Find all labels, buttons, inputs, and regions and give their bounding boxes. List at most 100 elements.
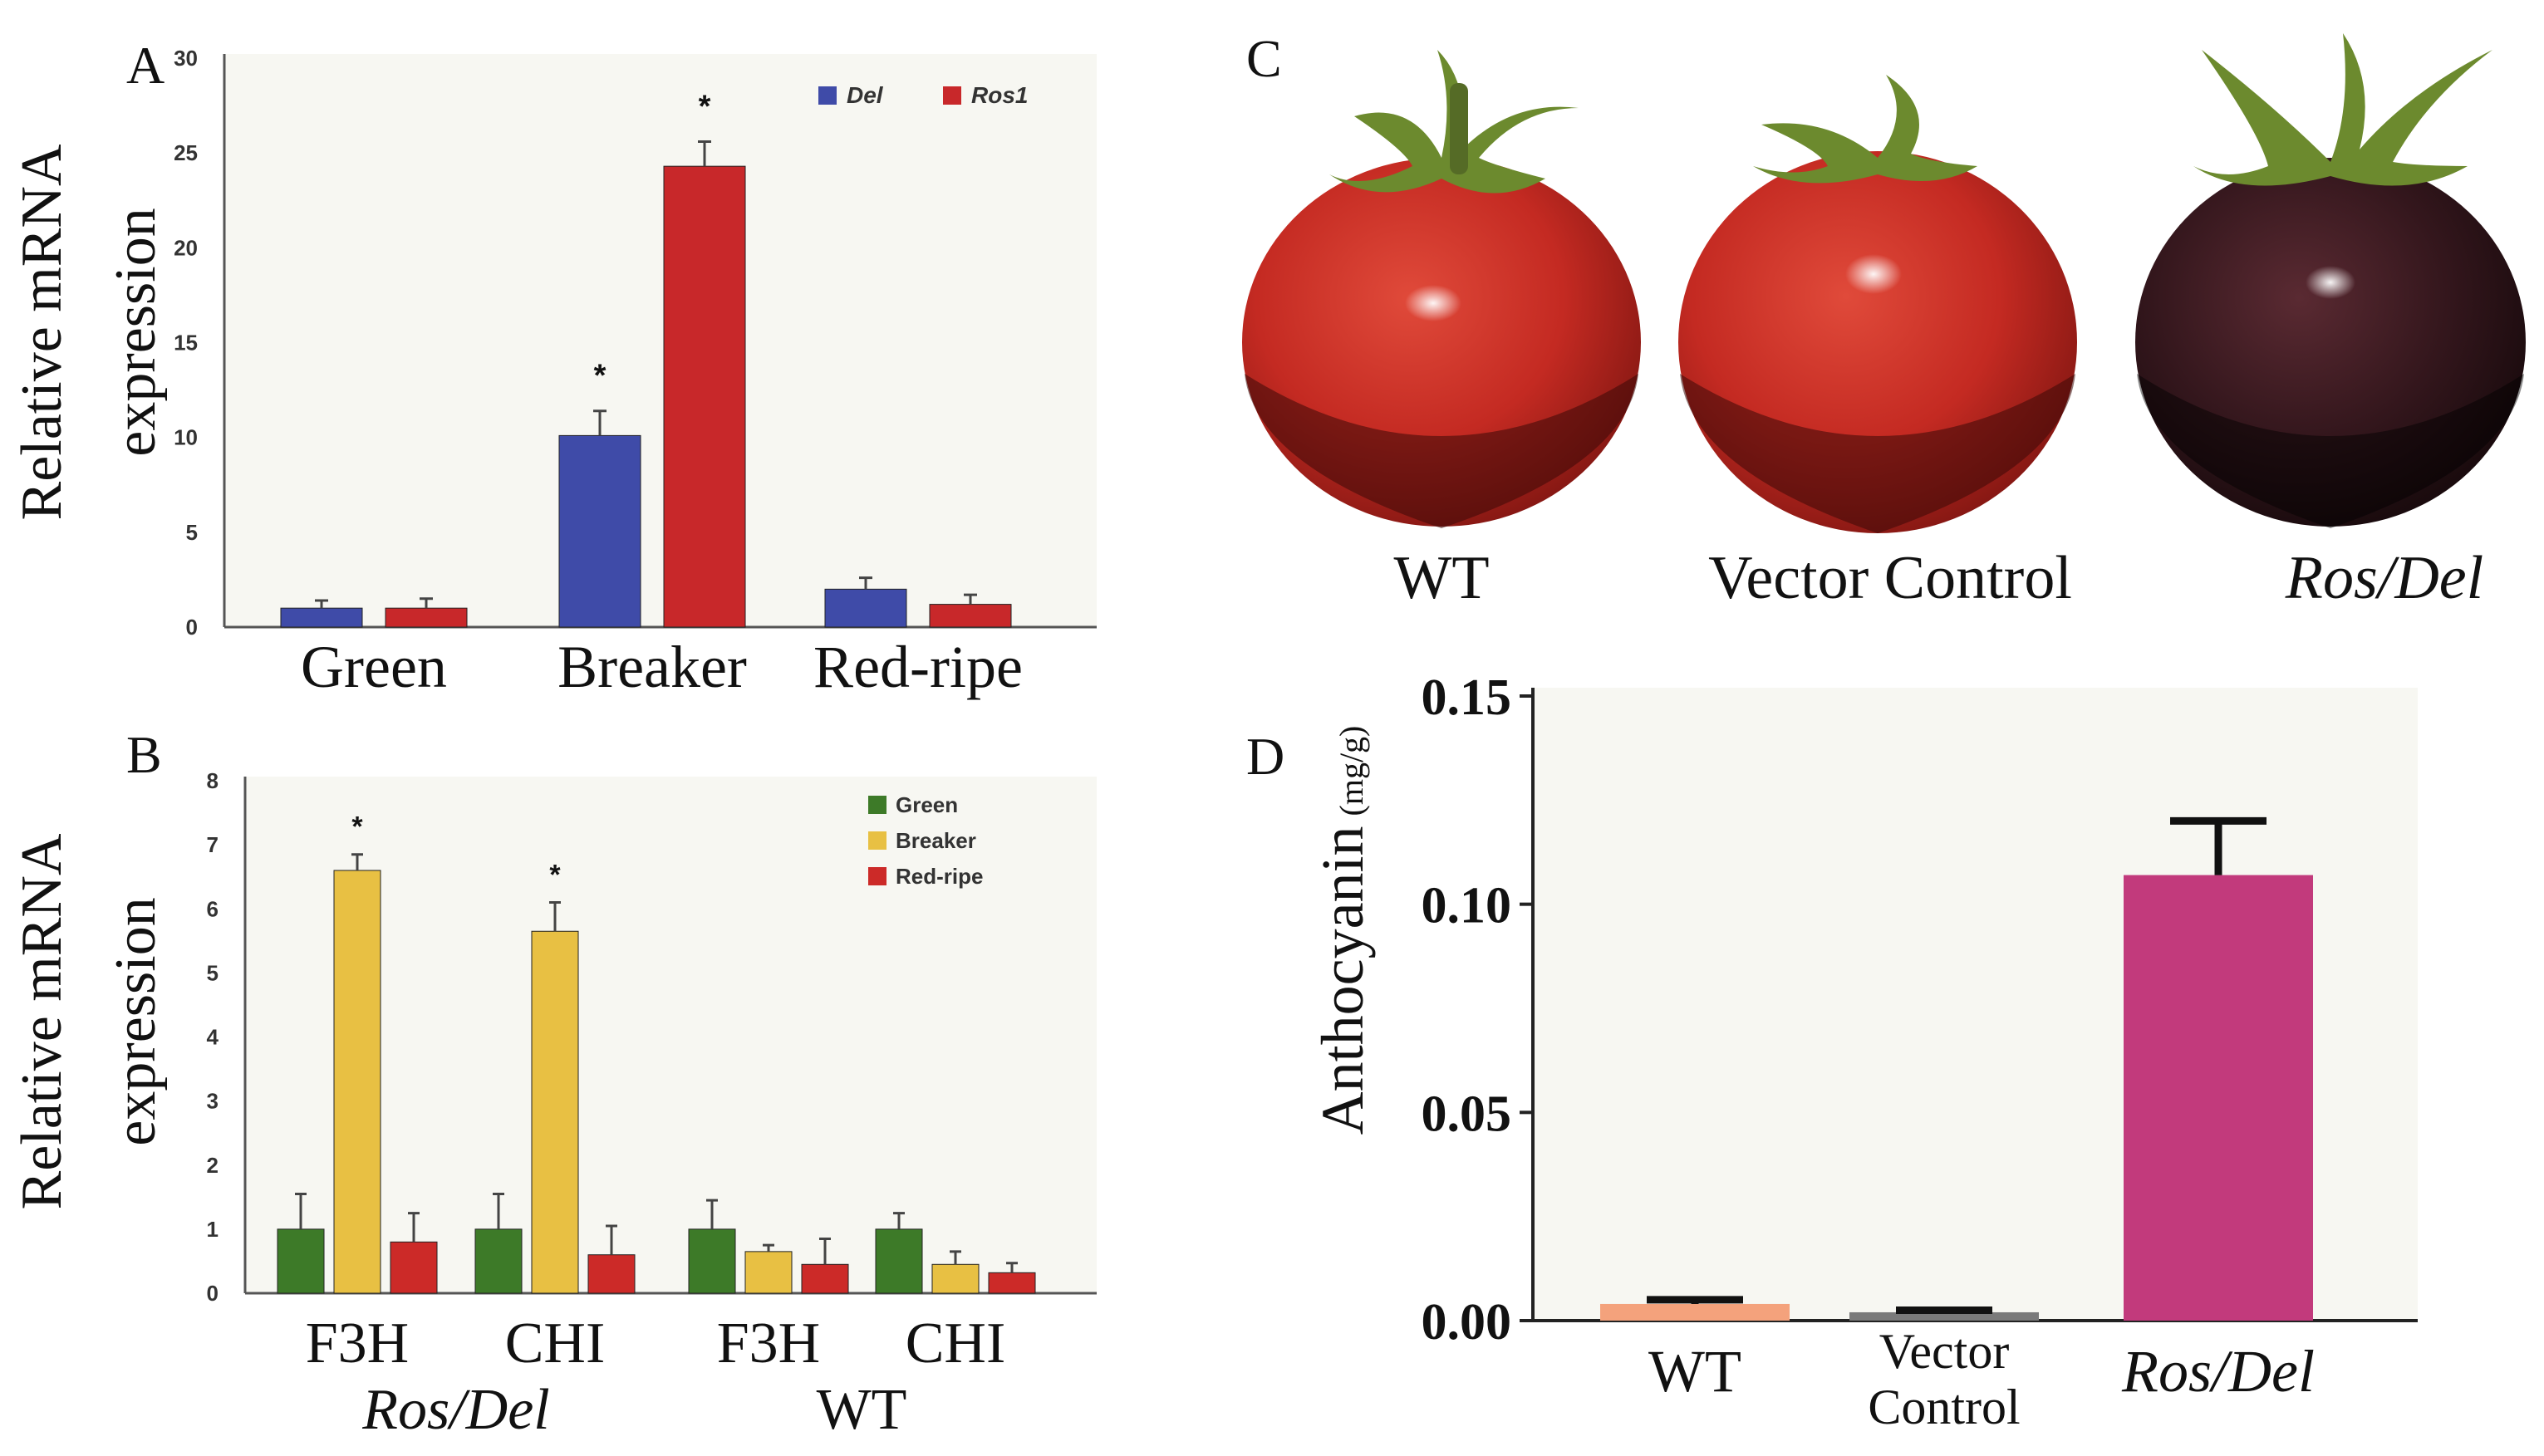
panel-d-ylabel-unit: (mg/g) <box>1333 726 1370 816</box>
panel-b-error-bar <box>549 901 561 932</box>
panel-b-group-label-ros-del: Ros/Del <box>361 1378 550 1442</box>
panel-d-ylabel: Anthocyanin (mg/g) <box>1309 726 1376 1135</box>
panel-a-xtick-label: Green <box>301 634 447 700</box>
panel-b-legend-swatch-breaker <box>868 831 886 850</box>
panel-d-ytick-label: 0.00 <box>1422 1294 1512 1351</box>
panel-b-ytick-label: 3 <box>207 1089 219 1114</box>
panel-a-error-bar <box>698 140 711 167</box>
panel-a-plot-area <box>224 54 1097 627</box>
panel-b-ytick-label: 5 <box>207 960 219 985</box>
panel-d-xtick-label: Vector <box>1879 1324 2010 1379</box>
panel-a-significance-star: * <box>594 359 607 394</box>
panel-b-bar-breaker-2 <box>744 1251 793 1294</box>
panel-b-bar-red-ripe-1 <box>587 1254 636 1294</box>
panel-a-error-bar <box>964 593 977 605</box>
panel-a-ytick-label: 15 <box>174 331 198 355</box>
panel-b-bar-green-1 <box>474 1228 523 1294</box>
panel-b-ytick-label: 8 <box>207 768 219 793</box>
panel-d-error-bar <box>2170 816 2267 875</box>
panel-b-plot-area <box>245 777 1097 1293</box>
panel-b-legend-label-green: Green <box>896 792 958 817</box>
panel-d-ytick-label: 0.05 <box>1422 1086 1512 1142</box>
panel-b-letter: B <box>126 725 162 784</box>
panel-a-legend-swatch-del <box>818 86 837 105</box>
panel-b-error-bar <box>950 1250 961 1265</box>
panel-b-error-bar <box>1006 1262 1018 1273</box>
panel-b-ytick-label: 1 <box>207 1217 219 1242</box>
panel-a-xtick-label: Red-ripe <box>813 634 1023 700</box>
panel-b-legend-label-breaker: Breaker <box>896 828 976 853</box>
panel-b-significance-star: * <box>351 811 363 843</box>
photo-label-ros-del: Ros/Del <box>2285 544 2483 612</box>
panel-b-error-bar <box>819 1237 831 1265</box>
panel-b-ytick-label: 4 <box>207 1025 219 1050</box>
panel-a-ytick-label: 20 <box>174 235 198 260</box>
panel-b-ytick-label: 0 <box>207 1281 219 1306</box>
panel-a-error-bar <box>315 599 328 609</box>
panel-a-error-bar <box>859 576 872 590</box>
tomato-photo-wt <box>1242 50 1641 528</box>
panel-a-ylabel-line1: Relative mRNA <box>10 144 74 520</box>
tomato-photo-ros-del <box>2135 33 2526 528</box>
panel-a-chart: 0 5 10 15 20 25 30 Green Breaker Red-ripe * * Del Ros… <box>174 46 1097 700</box>
panel-a-ylabel-line2: expression <box>104 208 168 456</box>
panel-a-significance-star: * <box>699 89 711 124</box>
panel-d-xtick-label: Control <box>1868 1380 2020 1434</box>
panel-b-legend-label-red-ripe: Red-ripe <box>896 864 983 889</box>
panel-d-xtick-label: Ros/Del <box>2121 1338 2315 1405</box>
panel-b-bar-green-2 <box>688 1228 736 1294</box>
panel-a-bar-ros1-green <box>385 607 468 628</box>
panel-b-bar-green-3 <box>875 1228 923 1294</box>
panel-b-ylabel-line2: expression <box>104 897 168 1145</box>
panel-b-bar-red-ripe-0 <box>390 1241 438 1294</box>
panel-a-bar-del-red-ripe <box>824 588 907 628</box>
panel-b-error-bar <box>763 1243 774 1252</box>
panel-b-bar-red-ripe-2 <box>801 1263 849 1294</box>
panel-b-xtick-label: CHI <box>505 1311 606 1375</box>
panel-b-ytick-label: 6 <box>207 896 219 921</box>
panel-a-legend-label-ros1: Ros1 <box>971 82 1028 108</box>
panel-a-ytick-label: 25 <box>174 140 198 165</box>
panel-b-bar-breaker-3 <box>931 1263 980 1294</box>
panel-b-bar-breaker-1 <box>531 930 579 1294</box>
panel-d-bar-ros-del <box>2124 875 2313 1321</box>
panel-d-letter: D <box>1246 727 1284 786</box>
panel-a-ytick-label: 10 <box>174 425 198 450</box>
panel-b-ytick-label: 2 <box>207 1153 219 1178</box>
panel-b-xtick-label: CHI <box>906 1311 1006 1375</box>
panel-b-ytick-label: 7 <box>207 832 219 857</box>
panel-b-group-label-wt: WT <box>817 1378 907 1442</box>
panel-b-bar-breaker-0 <box>333 870 381 1294</box>
panel-d-ytick-label: 0.10 <box>1422 878 1512 934</box>
panel-c-letter: C <box>1246 29 1282 88</box>
panel-a-ytick-label: 30 <box>174 46 198 71</box>
panel-a-error-bar <box>420 597 433 609</box>
panel-a-ytick-label: 0 <box>186 615 198 640</box>
panel-a-bar-del-green <box>280 607 363 628</box>
panel-b-xtick-label: F3H <box>306 1311 409 1375</box>
panel-b-xtick-label: F3H <box>717 1311 820 1375</box>
panel-a-bar-ros1-breaker <box>663 165 746 628</box>
photo-label-wt: WT <box>1393 544 1489 612</box>
panel-b-error-bar <box>295 1192 307 1229</box>
panel-b-bar-red-ripe-3 <box>988 1272 1036 1294</box>
panel-b-error-bar <box>893 1212 905 1229</box>
panel-d-ytick-label: 0.15 <box>1422 669 1512 726</box>
panel-b-error-bar <box>606 1224 617 1255</box>
panel-b-error-bar <box>493 1192 504 1229</box>
panel-d-xtick-label: WT <box>1648 1338 1741 1405</box>
panel-b-ylabel-line1: Relative mRNA <box>10 833 74 1209</box>
panel-b-legend-swatch-red-ripe <box>868 867 886 885</box>
panel-a-legend-swatch-ros1 <box>943 86 961 105</box>
photo-label-vector-control: Vector Control <box>1708 544 2072 612</box>
panel-a-legend-label-del: Del <box>847 82 884 108</box>
panel-a-bar-ros1-red-ripe <box>929 604 1012 628</box>
panel-a-error-bar <box>593 409 607 436</box>
panel-b-significance-star: * <box>549 860 561 891</box>
panel-d-bar-wt <box>1600 1303 1790 1321</box>
panel-a-ytick-label: 5 <box>186 520 198 545</box>
panel-c-photos: WT Vector Control Ros/Del <box>1242 33 2526 612</box>
panel-b-bar-green-0 <box>277 1228 325 1294</box>
